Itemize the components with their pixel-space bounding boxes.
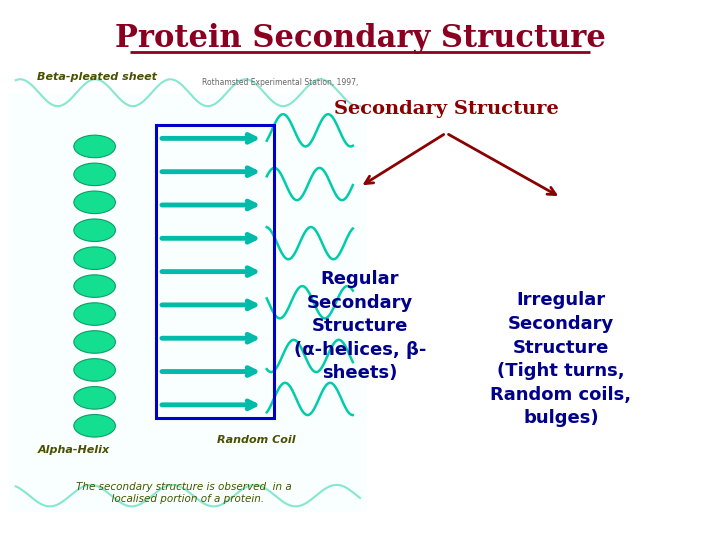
Ellipse shape xyxy=(74,219,115,241)
Text: Protein Secondary Structure: Protein Secondary Structure xyxy=(114,23,606,54)
Ellipse shape xyxy=(74,247,115,269)
FancyArrowPatch shape xyxy=(449,134,556,194)
Ellipse shape xyxy=(74,135,115,158)
Text: Irregular
Secondary
Structure
(Tight turns,
Random coils,
bulges): Irregular Secondary Structure (Tight tur… xyxy=(490,292,631,428)
Ellipse shape xyxy=(74,191,115,214)
Ellipse shape xyxy=(74,330,115,353)
FancyArrowPatch shape xyxy=(162,134,255,142)
FancyArrowPatch shape xyxy=(162,234,255,242)
Text: Alpha-Helix: Alpha-Helix xyxy=(37,446,109,455)
Text: Rothamsted Experimental Station, 1997,: Rothamsted Experimental Station, 1997, xyxy=(202,78,359,87)
Text: The secondary structure is observed  in a
  localised portion of a protein.: The secondary structure is observed in a… xyxy=(76,482,292,504)
Ellipse shape xyxy=(74,387,115,409)
FancyArrowPatch shape xyxy=(162,301,255,309)
FancyArrowPatch shape xyxy=(162,401,255,409)
Ellipse shape xyxy=(74,303,115,325)
FancyArrowPatch shape xyxy=(162,334,255,342)
FancyArrowPatch shape xyxy=(162,201,255,209)
Text: Beta-pleated sheet: Beta-pleated sheet xyxy=(37,72,157,82)
Ellipse shape xyxy=(74,275,115,298)
Ellipse shape xyxy=(74,359,115,381)
Bar xyxy=(9,93,367,512)
FancyArrowPatch shape xyxy=(365,134,444,184)
Text: Random Coil: Random Coil xyxy=(217,435,295,444)
FancyArrowPatch shape xyxy=(162,368,255,375)
Bar xyxy=(156,125,274,418)
FancyArrowPatch shape xyxy=(162,268,255,275)
Text: Regular
Secondary
Structure
(α-helices, β-
sheets): Regular Secondary Structure (α-helices, … xyxy=(294,270,426,382)
Text: Secondary Structure: Secondary Structure xyxy=(333,100,559,118)
FancyArrowPatch shape xyxy=(162,168,255,176)
Ellipse shape xyxy=(74,415,115,437)
Ellipse shape xyxy=(74,163,115,186)
